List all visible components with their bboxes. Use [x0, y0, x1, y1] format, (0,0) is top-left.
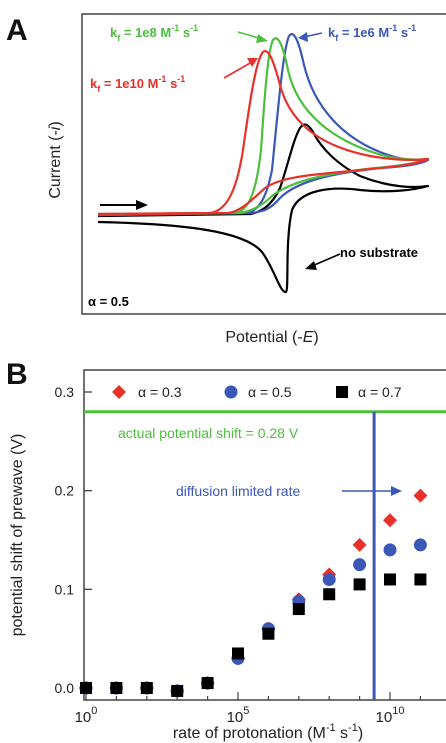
arrow-kf-1e8-head [256, 34, 268, 43]
panel-b-ylabel: potential shift of prewave (V) [9, 434, 26, 637]
panel-a-ylabel: Current (-i) [47, 121, 64, 198]
point-alpha-0.5 [322, 572, 336, 586]
cv-kf-1e8 [97, 37, 430, 217]
legend: α = 0.3 α = 0.5 α = 0.7 [112, 384, 402, 400]
legend-label-alpha-0.5: α = 0.5 [248, 384, 292, 400]
point-alpha-0.7 [110, 682, 123, 694]
cv-kf-1e10 [97, 50, 430, 217]
y-tick-label: 0.1 [55, 581, 75, 597]
point-alpha-0.5 [353, 558, 367, 572]
arrow-kf-1e10-head [247, 58, 258, 67]
legend-label-alpha-0.7: α = 0.7 [358, 384, 402, 400]
point-alpha-0.7 [353, 578, 366, 591]
arrow-kf-1e10 [223, 61, 253, 79]
legend-marker-square [336, 386, 348, 398]
x-tick-label: 100 [75, 705, 98, 726]
panel-b-xlabel: rate of protonation (M-1 s-1) [173, 722, 363, 742]
point-alpha-0.7 [384, 573, 396, 586]
panel-b: B 0.0 0.1 0.2 0.3 100 105 1010 α = 0.3 α = 0.5… [6, 358, 446, 742]
panel-b-axes: 0.0 0.1 0.2 0.3 100 105 1010 [55, 384, 421, 726]
sweep-arrow-head [136, 200, 148, 210]
legend-marker-diamond [112, 385, 126, 399]
arrow-kf-1e6-head [298, 32, 308, 42]
point-alpha-0.7 [171, 684, 184, 697]
label-kf-1e10: kf = 1e10 M-1 s-1 [90, 74, 185, 94]
panel-a-xlabel: Potential (-E) [225, 329, 318, 346]
arrow-no-substrate [311, 253, 341, 267]
point-alpha-0.5 [383, 543, 397, 557]
point-alpha-0.7 [140, 682, 153, 694]
panel-b-plot-frame [83, 369, 446, 701]
point-alpha-0.7 [232, 647, 244, 660]
point-alpha-0.7 [80, 682, 92, 694]
label-kf-1e8: kf = 1e8 M-1 s-1 [110, 23, 198, 43]
x-tick-label: 1010 [376, 705, 405, 726]
point-alpha-0.5 [413, 538, 427, 552]
point-alpha-0.7 [323, 588, 336, 601]
point-alpha-0.3 [413, 488, 428, 503]
label-kf-1e6: kf = 1e6 M-1 s-1 [328, 23, 416, 43]
panel-a-label: A [6, 14, 28, 47]
point-alpha-0.7 [262, 627, 275, 640]
point-alpha-0.7 [292, 603, 305, 616]
cv-kf-1e6 [97, 33, 430, 217]
alpha-label-a: α = 0.5 [88, 294, 129, 309]
point-alpha-0.7 [414, 573, 427, 586]
y-tick-label: 0.0 [55, 680, 75, 696]
panel-a-plot-frame [81, 13, 446, 315]
legend-marker-circle [224, 385, 238, 399]
panel-b-reference-lines [84, 410, 446, 700]
y-tick-label: 0.3 [55, 384, 75, 400]
point-alpha-0.7 [201, 677, 214, 690]
cv-no-substrate [97, 123, 430, 294]
hline-label: actual potential shift = 0.28 V [118, 425, 299, 441]
label-no-substrate: no substrate [340, 245, 418, 260]
vline-label: diffusion limited rate [176, 483, 300, 499]
vline-label-arrow-head [391, 486, 402, 496]
x-tick-label: 105 [227, 705, 250, 726]
legend-label-alpha-0.3: α = 0.3 [138, 384, 182, 400]
point-alpha-0.3 [383, 513, 397, 528]
arrow-no-substrate-head [305, 261, 317, 270]
panel-b-label: B [6, 358, 28, 391]
point-alpha-0.3 [352, 537, 367, 552]
panel-b-points [79, 488, 428, 698]
panel-a-curves [97, 33, 430, 294]
panel-a: A kf = 1e8 M-1 s-1 kf = 1e6 M-1 s-1 kf =… [6, 13, 446, 346]
y-tick-label: 0.2 [55, 483, 75, 499]
